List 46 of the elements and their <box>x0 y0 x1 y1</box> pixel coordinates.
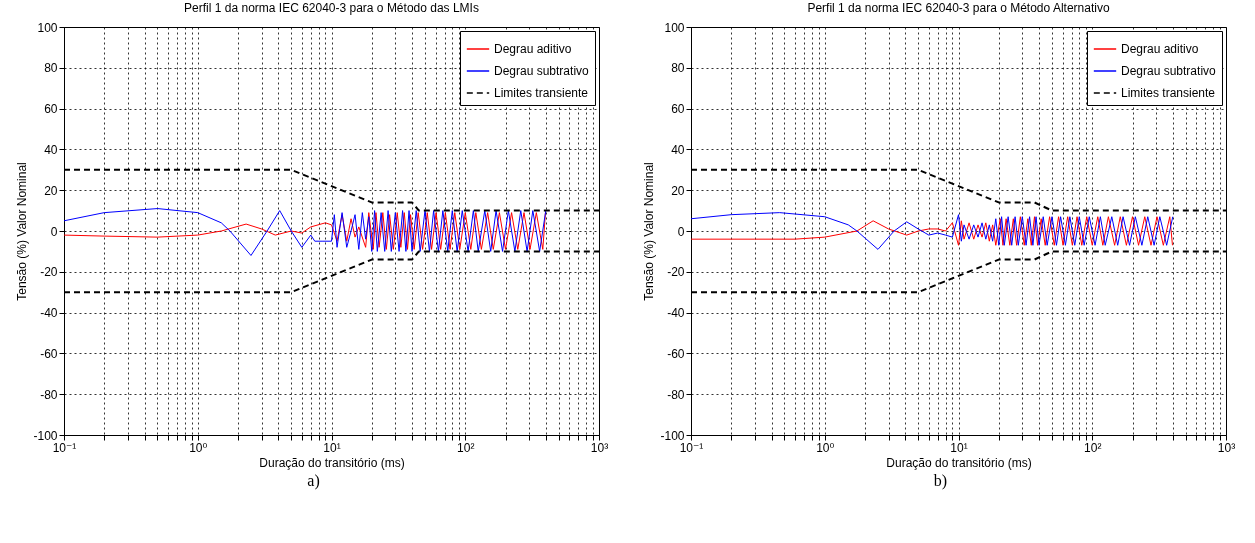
legend-label: Degrau aditivo <box>494 42 572 56</box>
x-tick-label: 10³ <box>590 440 609 455</box>
x-tick-label: 10² <box>1084 440 1102 455</box>
chart-title: Perfil 1 da norma IEC 62040-3 para o Método das LMIs <box>184 1 479 15</box>
y-tick-label: -40 <box>667 306 685 321</box>
legend-label: Degrau subtrativo <box>1121 64 1217 78</box>
x-tick-label: 10⁻¹ <box>52 440 77 455</box>
y-axis-title: Tensão (%) Valor Nominal <box>15 162 30 301</box>
y-tick-label: 20 <box>671 183 685 198</box>
x-axis-title: Duração do transitório (ms) <box>259 455 405 470</box>
y-tick-label: 0 <box>50 224 58 239</box>
y-tick-label: -100 <box>33 428 58 443</box>
y-tick-label: 80 <box>44 61 58 76</box>
y-tick-label: -20 <box>40 265 58 280</box>
text: a) <box>307 472 320 490</box>
x-axis-title: Duração do transitório (ms) <box>886 455 1032 470</box>
y-tick-label: 60 <box>671 102 685 117</box>
y-tick-label: 100 <box>37 20 58 35</box>
x-tick-label: 10³ <box>1217 440 1236 455</box>
x-tick-label: 10⁻¹ <box>679 440 704 455</box>
x-tick-label: 10¹ <box>323 440 341 455</box>
y-tick-label: 0 <box>677 224 685 239</box>
legend-label: Limites transiente <box>1121 86 1216 100</box>
y-tick-label: 40 <box>671 142 685 157</box>
y-tick-label: 100 <box>664 20 685 35</box>
y-tick-label: -20 <box>667 265 685 280</box>
y-tick-label: -40 <box>40 306 58 321</box>
y-tick-label: 80 <box>671 61 685 76</box>
y-axis-title: Tensão (%) Valor Nominal <box>642 162 657 301</box>
y-tick-label: -60 <box>40 346 58 361</box>
chart-title: Perfil 1 da norma IEC 62040-3 para o Método Alternativo <box>807 1 1110 15</box>
x-tick-label: 10⁰ <box>816 440 835 455</box>
y-tick-label: 40 <box>44 142 58 157</box>
y-tick-label: -80 <box>40 387 58 402</box>
x-tick-label: 10¹ <box>950 440 968 455</box>
y-tick-label: -60 <box>667 346 685 361</box>
y-tick-label: 60 <box>44 102 58 117</box>
y-tick-label: -100 <box>660 428 685 443</box>
y-tick-label: 20 <box>44 183 58 198</box>
legend-label: Degrau subtrativo <box>494 64 590 78</box>
x-tick-label: 10² <box>457 440 475 455</box>
legend-label: Degrau aditivo <box>1121 42 1199 56</box>
legend-label: Limites transiente <box>494 86 589 100</box>
y-tick-label: -80 <box>667 387 685 402</box>
text: b) <box>933 472 948 490</box>
x-tick-label: 10⁰ <box>189 440 208 455</box>
